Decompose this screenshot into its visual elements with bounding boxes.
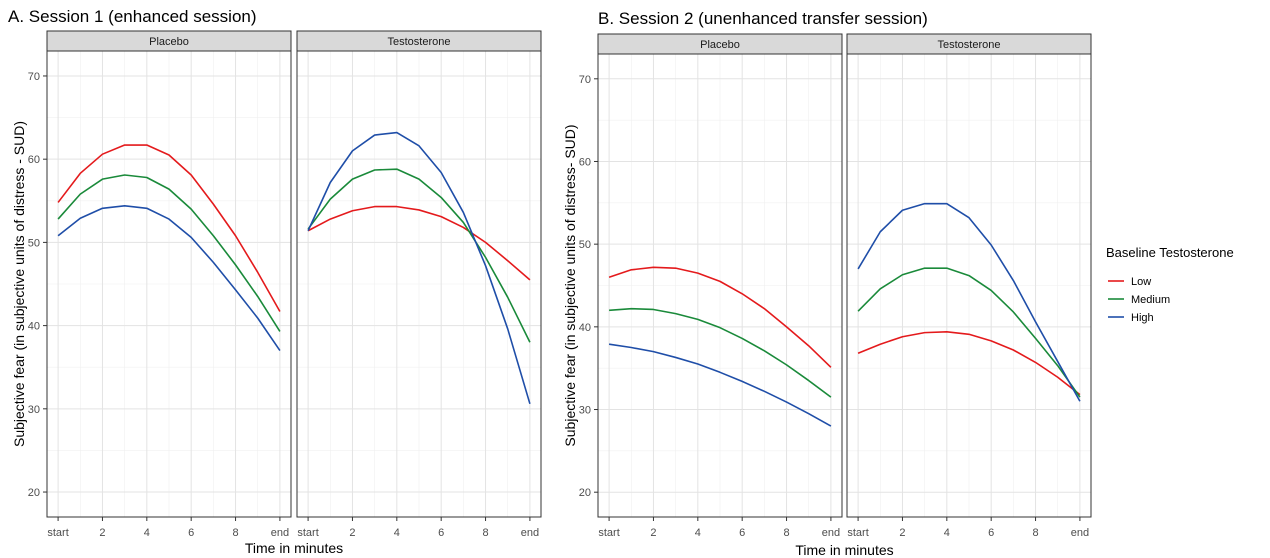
series-line-low: [608, 266, 832, 368]
legend-item: Medium: [1108, 294, 1170, 306]
series-line-medium: [307, 168, 531, 343]
facet-panel: Testosterone start 2 4 6 8 end: [846, 33, 1092, 539]
y-tick-label: 20: [579, 487, 591, 499]
x-tick-label: 8: [783, 527, 789, 539]
y-tick-label: 60: [579, 156, 591, 168]
y-tick-label: 50: [28, 237, 40, 249]
y-tick-label: 70: [28, 71, 40, 83]
x-tick-label: 2: [349, 527, 355, 539]
series-line-low: [857, 331, 1081, 396]
series-line-medium: [57, 174, 281, 332]
x-tick-label: 6: [739, 527, 745, 539]
x-tick-label: end: [271, 527, 289, 539]
y-tick-label: 30: [28, 404, 40, 416]
panel-border: [597, 53, 843, 518]
chart-title: B. Session 2 (unenhanced transfer sessio…: [598, 9, 928, 28]
x-tick-label: 4: [144, 527, 150, 539]
x-tick-label: start: [47, 527, 68, 539]
y-tick-label: 40: [579, 322, 591, 334]
x-tick-label: 8: [1032, 527, 1038, 539]
facet-panel: Testosterone start 2 4 6 8 end: [296, 30, 542, 539]
series-line-high: [608, 343, 832, 427]
x-axis-title: Time in minutes: [245, 540, 343, 556]
legend-label: Low: [1131, 276, 1151, 288]
x-tick-label: start: [598, 527, 619, 539]
legend: Baseline Testosterone Low Medium High: [1106, 245, 1234, 324]
series-line-low: [307, 205, 531, 281]
series-line-high: [307, 131, 531, 405]
x-tick-label: 2: [650, 527, 656, 539]
panel-border: [296, 50, 542, 518]
facet-strip-label: Testosterone: [388, 36, 451, 48]
x-tick-label: 2: [899, 527, 905, 539]
legend-title: Baseline Testosterone: [1106, 245, 1234, 260]
x-tick-label: 4: [394, 527, 400, 539]
y-axis-title: Subjective fear (in subjective units of …: [11, 121, 27, 447]
legend-item: Low: [1108, 276, 1151, 288]
x-tick-label: start: [847, 527, 868, 539]
y-tick-label: 40: [28, 321, 40, 333]
y-axis-title: Subjective fear (in subjective units of …: [562, 124, 578, 446]
x-tick-label: 4: [944, 527, 950, 539]
series-line-low: [57, 144, 281, 312]
facet-strip-label: Placebo: [149, 36, 189, 48]
facet-panel: Placebo start 2 4 6 8 end 20 30 40 50 60 70: [28, 30, 292, 539]
x-tick-label: start: [297, 527, 318, 539]
legend-label: Medium: [1131, 294, 1170, 306]
x-tick-label: 8: [482, 527, 488, 539]
legend-item: High: [1108, 312, 1154, 324]
x-tick-label: 2: [99, 527, 105, 539]
y-tick-label: 20: [28, 487, 40, 499]
x-tick-label: 4: [695, 527, 701, 539]
x-tick-label: end: [822, 527, 840, 539]
y-tick-label: 30: [579, 405, 591, 417]
facet-strip-label: Testosterone: [938, 39, 1001, 51]
series-line-medium: [857, 267, 1081, 398]
x-tick-label: end: [1071, 527, 1089, 539]
x-tick-label: 6: [188, 527, 194, 539]
x-tick-label: 6: [988, 527, 994, 539]
legend-label: High: [1131, 312, 1154, 324]
x-tick-label: 6: [438, 527, 444, 539]
panel-border: [46, 50, 292, 518]
facet-strip-label: Placebo: [700, 39, 740, 51]
chart-title: A. Session 1 (enhanced session): [8, 7, 257, 26]
series-line-high: [857, 202, 1081, 402]
y-tick-label: 70: [579, 74, 591, 86]
x-tick-label: 8: [232, 527, 238, 539]
facet-panel: Placebo start 2 4 6 8 end 20 30 40 50 60 70: [579, 33, 843, 539]
x-axis-title: Time in minutes: [795, 542, 893, 558]
y-tick-label: 50: [579, 239, 591, 251]
panel-border: [846, 53, 1092, 518]
series-line-high: [57, 204, 281, 352]
y-tick-label: 60: [28, 154, 40, 166]
series-line-medium: [609, 307, 832, 398]
x-tick-label: end: [521, 527, 539, 539]
